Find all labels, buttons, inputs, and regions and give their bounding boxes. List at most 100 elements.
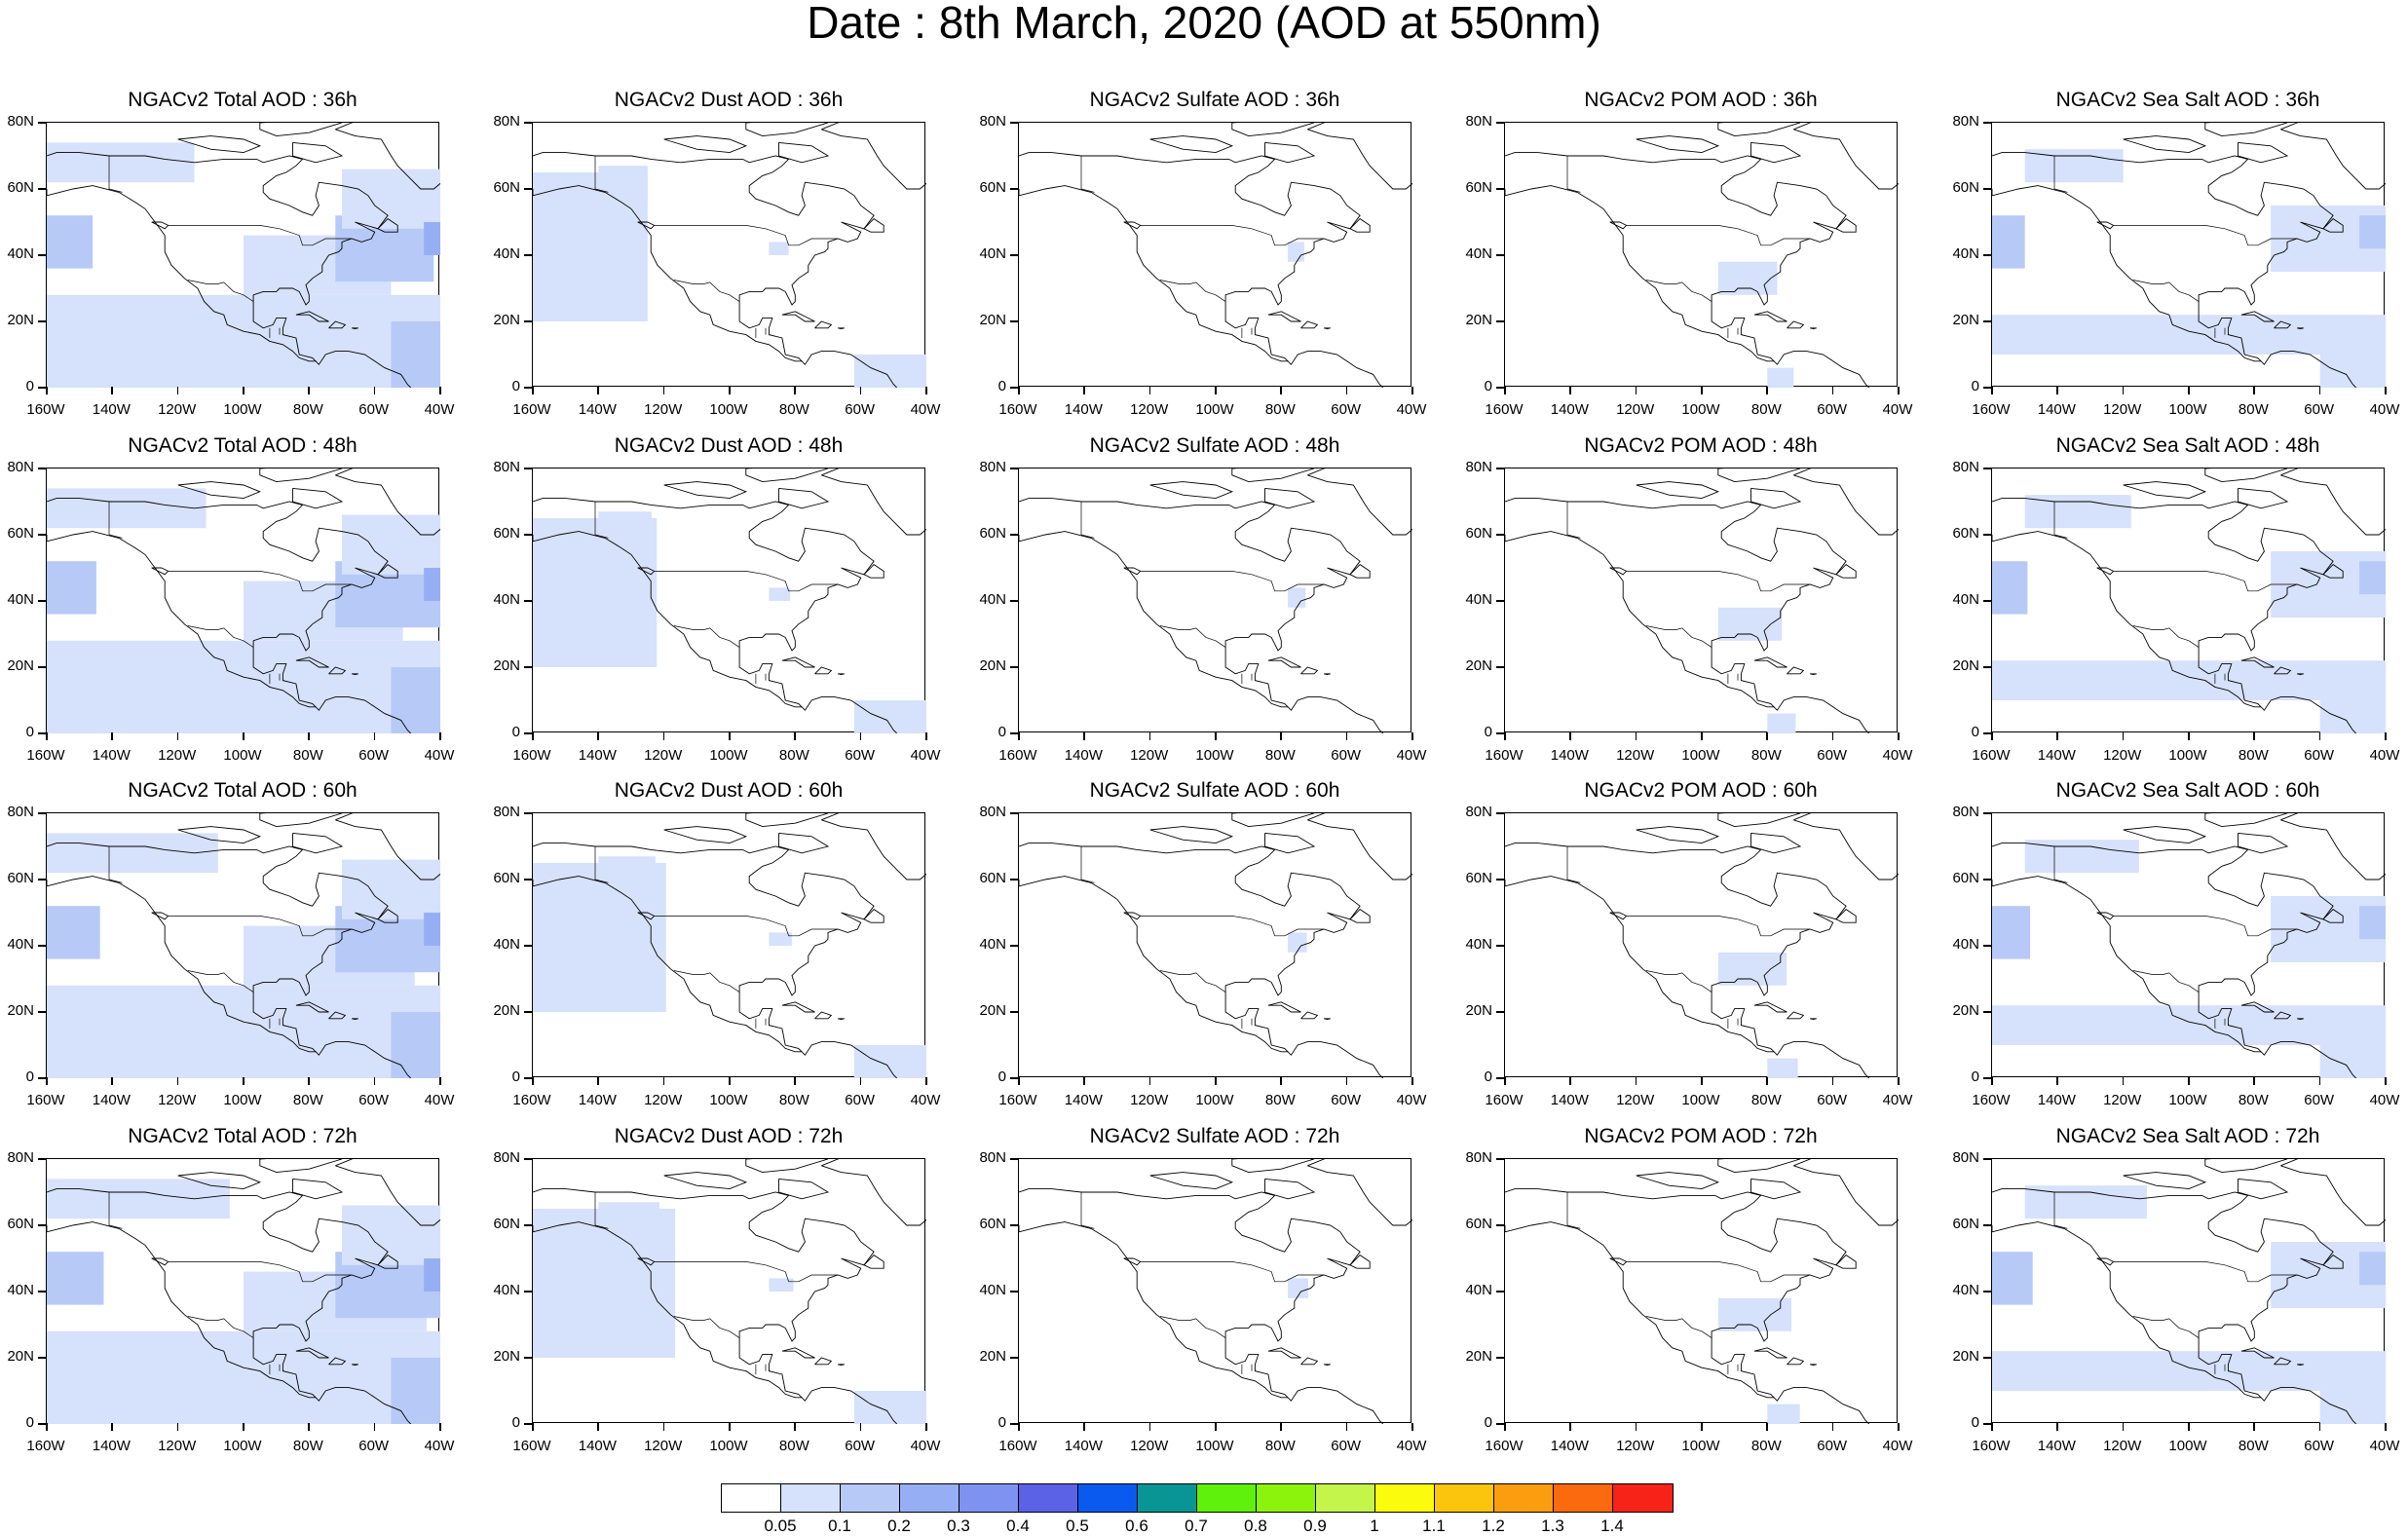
country-border bbox=[168, 916, 353, 937]
lon-tick-label: 60W bbox=[845, 1092, 876, 1108]
lon-tick-label: 140W bbox=[578, 1092, 617, 1108]
lon-tick bbox=[1148, 387, 1151, 394]
lon-tick bbox=[176, 732, 179, 740]
coastline bbox=[1019, 498, 1361, 708]
lat-tick bbox=[38, 387, 46, 389]
lat-tick bbox=[524, 1224, 532, 1226]
coastline bbox=[1835, 1255, 1857, 1269]
lat-tick bbox=[1983, 387, 1991, 389]
lon-tick bbox=[859, 387, 862, 394]
aod-shade-patch bbox=[47, 1252, 104, 1305]
lon-tick-label: 60W bbox=[358, 747, 390, 764]
aod-shade-patch bbox=[1767, 367, 1794, 388]
lon-tick-label: 80W bbox=[1264, 747, 1296, 764]
coastline bbox=[821, 123, 926, 190]
country-border bbox=[1140, 916, 1325, 937]
lat-tick-label: 20N bbox=[979, 657, 1006, 674]
lat-tick bbox=[1010, 534, 1018, 536]
coastline bbox=[177, 826, 261, 844]
colorbar-swatch bbox=[1613, 1484, 1673, 1512]
lat-tick bbox=[524, 879, 532, 880]
lon-tick-label: 100W bbox=[1195, 1092, 1234, 1108]
lon-tick bbox=[597, 732, 599, 740]
lon-tick bbox=[532, 1423, 534, 1431]
lat-tick-label: 40N bbox=[1465, 1282, 1492, 1298]
coastline bbox=[151, 221, 169, 230]
coastline bbox=[2322, 564, 2344, 579]
lat-tick-label: 80N bbox=[1465, 1149, 1492, 1166]
panel-title: NGACv2 Dust AOD : 72h bbox=[614, 1125, 844, 1147]
lat-tick bbox=[524, 387, 532, 389]
lon-tick bbox=[597, 1423, 599, 1431]
lat-tick-label: 60N bbox=[1952, 1216, 1979, 1232]
coastline bbox=[1992, 498, 2334, 708]
lon-tick bbox=[373, 732, 376, 740]
aod-shade-patch bbox=[391, 1012, 440, 1078]
lon-tick bbox=[662, 1077, 665, 1085]
coastline bbox=[1324, 1364, 1331, 1366]
lon-tick-label: 40W bbox=[1396, 747, 1427, 764]
lat-tick bbox=[38, 945, 46, 947]
map-plot-area bbox=[1018, 812, 1412, 1078]
coastline bbox=[1793, 1159, 1899, 1226]
lon-tick bbox=[729, 387, 731, 394]
lon-tick bbox=[859, 732, 862, 740]
lon-tick bbox=[1215, 1423, 1217, 1431]
lon-tick bbox=[2385, 1077, 2387, 1085]
panel-title: NGACv2 Sea Salt AOD : 60h bbox=[2055, 779, 2320, 802]
lat-tick-label: 40N bbox=[493, 245, 520, 262]
lon-tick-label: 140W bbox=[1064, 1438, 1103, 1454]
lon-tick-label: 40W bbox=[2369, 1438, 2400, 1454]
lat-tick bbox=[1010, 945, 1018, 947]
coastline bbox=[1349, 218, 1371, 233]
coastline bbox=[2297, 1364, 2304, 1366]
lon-tick-label: 120W bbox=[644, 1092, 683, 1108]
colorbar bbox=[721, 1483, 1674, 1513]
lon-tick-label: 160W bbox=[1485, 1092, 1524, 1108]
colorbar-swatch bbox=[900, 1484, 959, 1512]
lon-tick bbox=[243, 387, 245, 394]
lon-tick-label: 100W bbox=[1195, 747, 1234, 764]
lon-tick bbox=[662, 732, 665, 740]
coastline bbox=[2238, 832, 2289, 854]
lat-tick-label: 60N bbox=[1952, 179, 1979, 196]
lon-tick bbox=[1018, 1077, 1020, 1085]
aod-shade-patch bbox=[161, 1341, 324, 1391]
coastline bbox=[863, 1255, 884, 1269]
lat-tick-label: 60N bbox=[7, 1216, 34, 1232]
lon-tick bbox=[1280, 1077, 1282, 1085]
lat-tick bbox=[524, 254, 532, 256]
aod-shade-patch bbox=[2359, 1252, 2386, 1286]
lat-tick-label: 0 bbox=[1971, 1068, 1979, 1085]
lon-tick bbox=[2385, 1423, 2387, 1431]
coastline bbox=[2274, 1011, 2292, 1020]
lat-tick bbox=[38, 254, 46, 256]
lon-tick bbox=[2056, 387, 2058, 394]
coastline bbox=[663, 1172, 747, 1190]
page-title: Date : 8th March, 2020 (AOD at 550nm) bbox=[807, 0, 1601, 48]
map-svg bbox=[1992, 1159, 2386, 1424]
lon-tick bbox=[1635, 387, 1637, 394]
lat-tick bbox=[524, 945, 532, 947]
map-svg bbox=[47, 468, 440, 733]
map-svg bbox=[47, 813, 440, 1078]
aod-shade-patch bbox=[598, 856, 656, 896]
aod-shade-patch bbox=[2319, 1031, 2386, 1078]
lat-tick bbox=[1010, 812, 1018, 814]
country-border bbox=[1626, 1261, 1811, 1283]
colorbar-label: 1.1 bbox=[1422, 1517, 1446, 1535]
lat-tick-label: 80N bbox=[979, 804, 1006, 820]
lon-tick bbox=[2122, 1423, 2125, 1431]
lat-tick-label: 80N bbox=[493, 113, 520, 130]
lat-tick-label: 40N bbox=[1465, 591, 1492, 608]
coastline bbox=[814, 1357, 833, 1366]
colorbar-swatch bbox=[1316, 1484, 1375, 1512]
map-panel-total-0: NGACv2 Total AOD : 36h 80N 60N 40N 20N 0 160W 1… bbox=[7, 89, 454, 418]
lon-tick bbox=[2318, 387, 2321, 394]
lon-tick-label: 80W bbox=[2238, 1092, 2269, 1108]
lon-tick bbox=[1635, 1423, 1637, 1431]
coastline bbox=[2322, 909, 2344, 923]
lat-tick bbox=[1010, 122, 1018, 124]
aod-shade-patch bbox=[1288, 242, 1304, 262]
lon-tick-label: 100W bbox=[709, 1092, 748, 1108]
